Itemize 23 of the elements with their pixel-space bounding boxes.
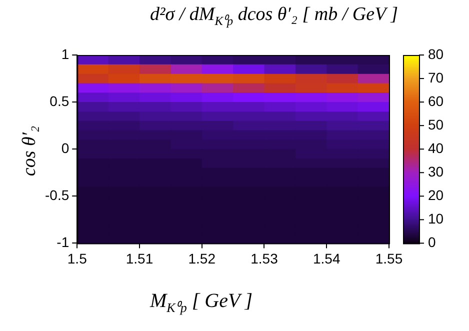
chart-title: d²σ / dM$_{K⁰p}$ dcos θ′₂ [ mb / GeV ] [150,4,398,29]
x-tick-label: 1.52 [188,250,216,266]
color-bar-label: 10 [428,210,444,227]
x-axis-title: M$_{K⁰p}$ [ GeV ] [150,290,253,316]
x-tick-label: 1.51 [126,250,154,266]
y-tick-label: 0 [61,140,70,156]
x-tick-label: 1.5 [67,250,88,266]
color-bar-label: 30 [428,163,444,180]
y-axis-title: cos θ′₂ [19,124,41,178]
x-tick-label: 1.54 [313,250,340,266]
x-tick-label: 1.55 [375,250,403,266]
y-tick-label: -0.5 [45,187,70,204]
x-tick-label: 1.53 [250,250,278,266]
color-bar-label: 60 [428,92,444,109]
color-bar-label: 0 [428,234,436,250]
color-bar-label: 40 [428,140,444,156]
color-bar-label: 80 [428,46,444,62]
y-tick-label: 0.5 [50,92,70,109]
color-bar-label: 20 [428,187,444,204]
color-bar-label: 70 [428,69,444,86]
color-bar-label: 50 [428,116,444,132]
y-tick-label: 1 [61,46,70,62]
y-tick-label: -1 [56,234,70,250]
